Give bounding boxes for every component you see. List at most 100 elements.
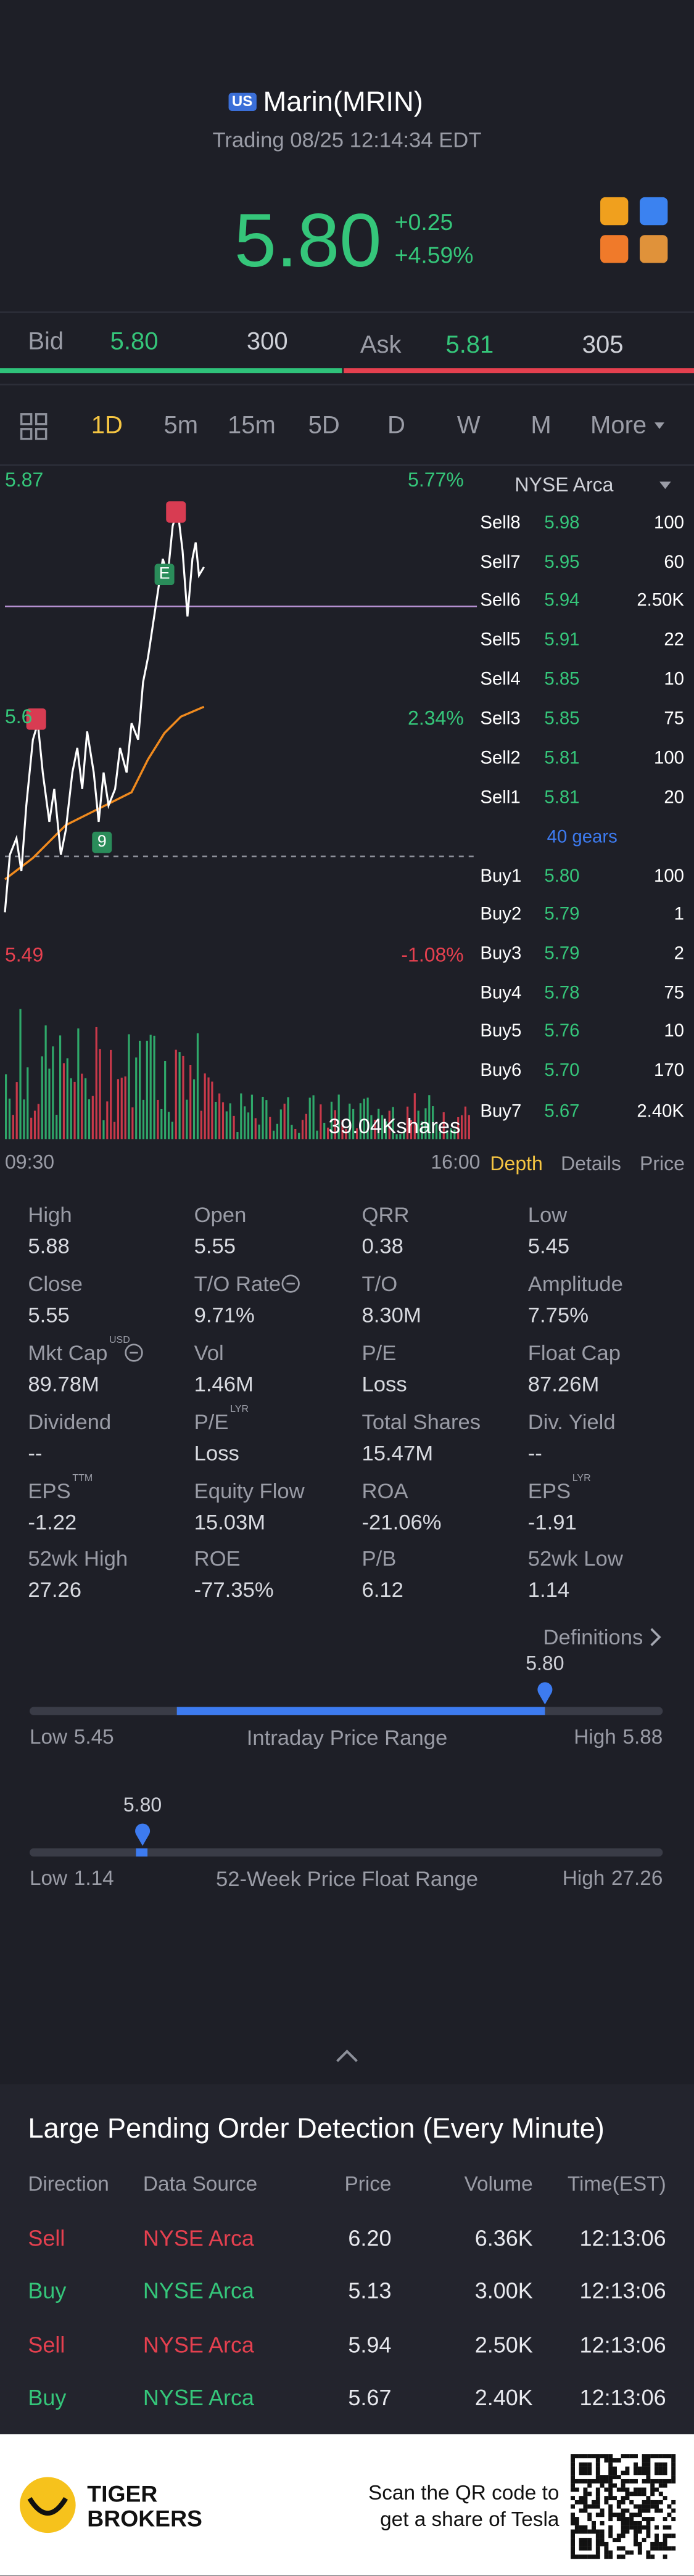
stat-label: EPS — [28, 1478, 71, 1503]
volume-bar — [59, 1035, 62, 1139]
qr-cell — [667, 2533, 672, 2538]
info-icon — [125, 1343, 143, 1362]
stat-label: QRR — [361, 1202, 410, 1228]
book-tab[interactable]: Price — [640, 1152, 685, 1176]
volume-bar — [120, 1077, 123, 1139]
pending-column: Time(EST) — [567, 2172, 666, 2196]
stat-label: P/E — [194, 1409, 229, 1434]
stat-value: 5.88 — [28, 1233, 70, 1258]
period-tab[interactable]: 5m — [163, 411, 199, 440]
period-tab[interactable]: 5D — [308, 411, 340, 440]
volume-bar — [186, 1099, 188, 1139]
qr-cell — [621, 2479, 626, 2484]
period-tab[interactable]: W — [456, 411, 481, 440]
book-price: 5.76 — [544, 1021, 580, 1041]
qr-cell — [646, 2458, 651, 2463]
signal-marker — [166, 501, 186, 523]
book-tab[interactable]: Depth — [490, 1152, 543, 1176]
qr-cell — [595, 2475, 600, 2480]
qr-cell — [671, 2471, 676, 2476]
qr-cell — [655, 2454, 659, 2459]
qr-cell — [574, 2525, 579, 2530]
stat-label: T/O Rate — [194, 1271, 281, 1297]
qr-cell — [634, 2492, 638, 2496]
qr-cell — [600, 2512, 605, 2517]
qr-cell — [583, 2554, 588, 2559]
stat-label: Mkt Cap — [28, 1340, 108, 1366]
stat-value: -21.06% — [361, 1509, 442, 1535]
qr-cell — [579, 2508, 584, 2513]
volume-bar — [316, 1130, 318, 1139]
volume-bar — [131, 1107, 134, 1139]
qr-cell — [583, 2496, 588, 2501]
range-low-label: Low — [29, 1866, 68, 1890]
volume-bar — [66, 1058, 68, 1139]
qr-cell — [629, 2517, 634, 2522]
qr-cell — [663, 2538, 667, 2543]
qr-cell — [595, 2458, 600, 2463]
qr-cell — [604, 2496, 609, 2501]
book-size: 100 — [654, 514, 685, 534]
definitions-link[interactable]: Definitions — [543, 1625, 643, 1650]
period-tab[interactable]: M — [531, 411, 551, 440]
book-level: Buy2 — [480, 904, 522, 925]
qr-cell — [600, 2454, 605, 2459]
period-tab[interactable]: More — [590, 411, 647, 440]
qr-cell — [655, 2508, 659, 2513]
qr-cell — [604, 2454, 609, 2459]
qr-cell — [608, 2466, 613, 2471]
book-level: Sell6 — [480, 591, 521, 611]
book-price: 5.78 — [544, 983, 580, 1004]
qr-cell — [600, 2521, 605, 2525]
qr-cell — [604, 2475, 609, 2480]
stat-value: 87.26M — [527, 1371, 600, 1397]
qr-cell — [604, 2500, 609, 2504]
book-level: Sell1 — [480, 788, 521, 808]
qr-cell — [571, 2466, 575, 2471]
qr-cell — [671, 2500, 676, 2504]
qr-cell — [642, 2458, 646, 2463]
volume-bar — [218, 1093, 221, 1139]
qr-cell — [587, 2454, 592, 2459]
exchange-name: NYSE Arca — [514, 473, 614, 497]
qr-cell — [663, 2517, 667, 2522]
footer-text: get a share of Tesla — [380, 2508, 560, 2531]
book-level: Buy6 — [480, 1060, 522, 1081]
book-price: 5.79 — [544, 904, 580, 925]
market-badge: US — [228, 92, 256, 111]
book-tab[interactable]: Details — [561, 1152, 621, 1176]
qr-cell — [600, 2508, 605, 2513]
book-size: 2 — [674, 944, 685, 964]
qr-cell — [655, 2479, 659, 2484]
qr-cell — [634, 2529, 638, 2534]
volume-bar — [250, 1094, 254, 1139]
qr-cell — [658, 2471, 663, 2476]
qr-cell — [671, 2462, 676, 2467]
qr-cell — [592, 2454, 596, 2459]
qr-cell — [642, 2492, 646, 2496]
volume-bar — [352, 1109, 355, 1139]
qr-cell — [571, 2541, 575, 2546]
qr-cell — [655, 2538, 659, 2543]
qr-cell — [595, 2538, 600, 2543]
qr-cell — [583, 2492, 588, 2496]
qr-cell — [587, 2483, 592, 2488]
period-tab[interactable]: 1D — [91, 411, 123, 440]
volume-bar — [301, 1120, 304, 1139]
qr-cell — [621, 2471, 626, 2476]
footer-text: Scan the QR code to — [368, 2481, 560, 2505]
period-tab[interactable]: 15m — [227, 411, 276, 440]
qr-cell — [634, 2454, 638, 2459]
qr-cell — [595, 2512, 600, 2517]
volume-bar — [157, 1099, 159, 1139]
qr-cell — [587, 2504, 592, 2509]
volume-bar — [381, 1115, 384, 1139]
qr-cell — [616, 2546, 621, 2551]
stat-value: 27.26 — [28, 1577, 82, 1602]
qr-cell — [571, 2512, 575, 2517]
qr-cell — [629, 2512, 634, 2517]
pending-cell: Sell — [28, 2226, 65, 2251]
qr-cell — [646, 2454, 651, 2459]
period-tab[interactable]: D — [387, 411, 405, 440]
qr-cell — [579, 2500, 584, 2504]
